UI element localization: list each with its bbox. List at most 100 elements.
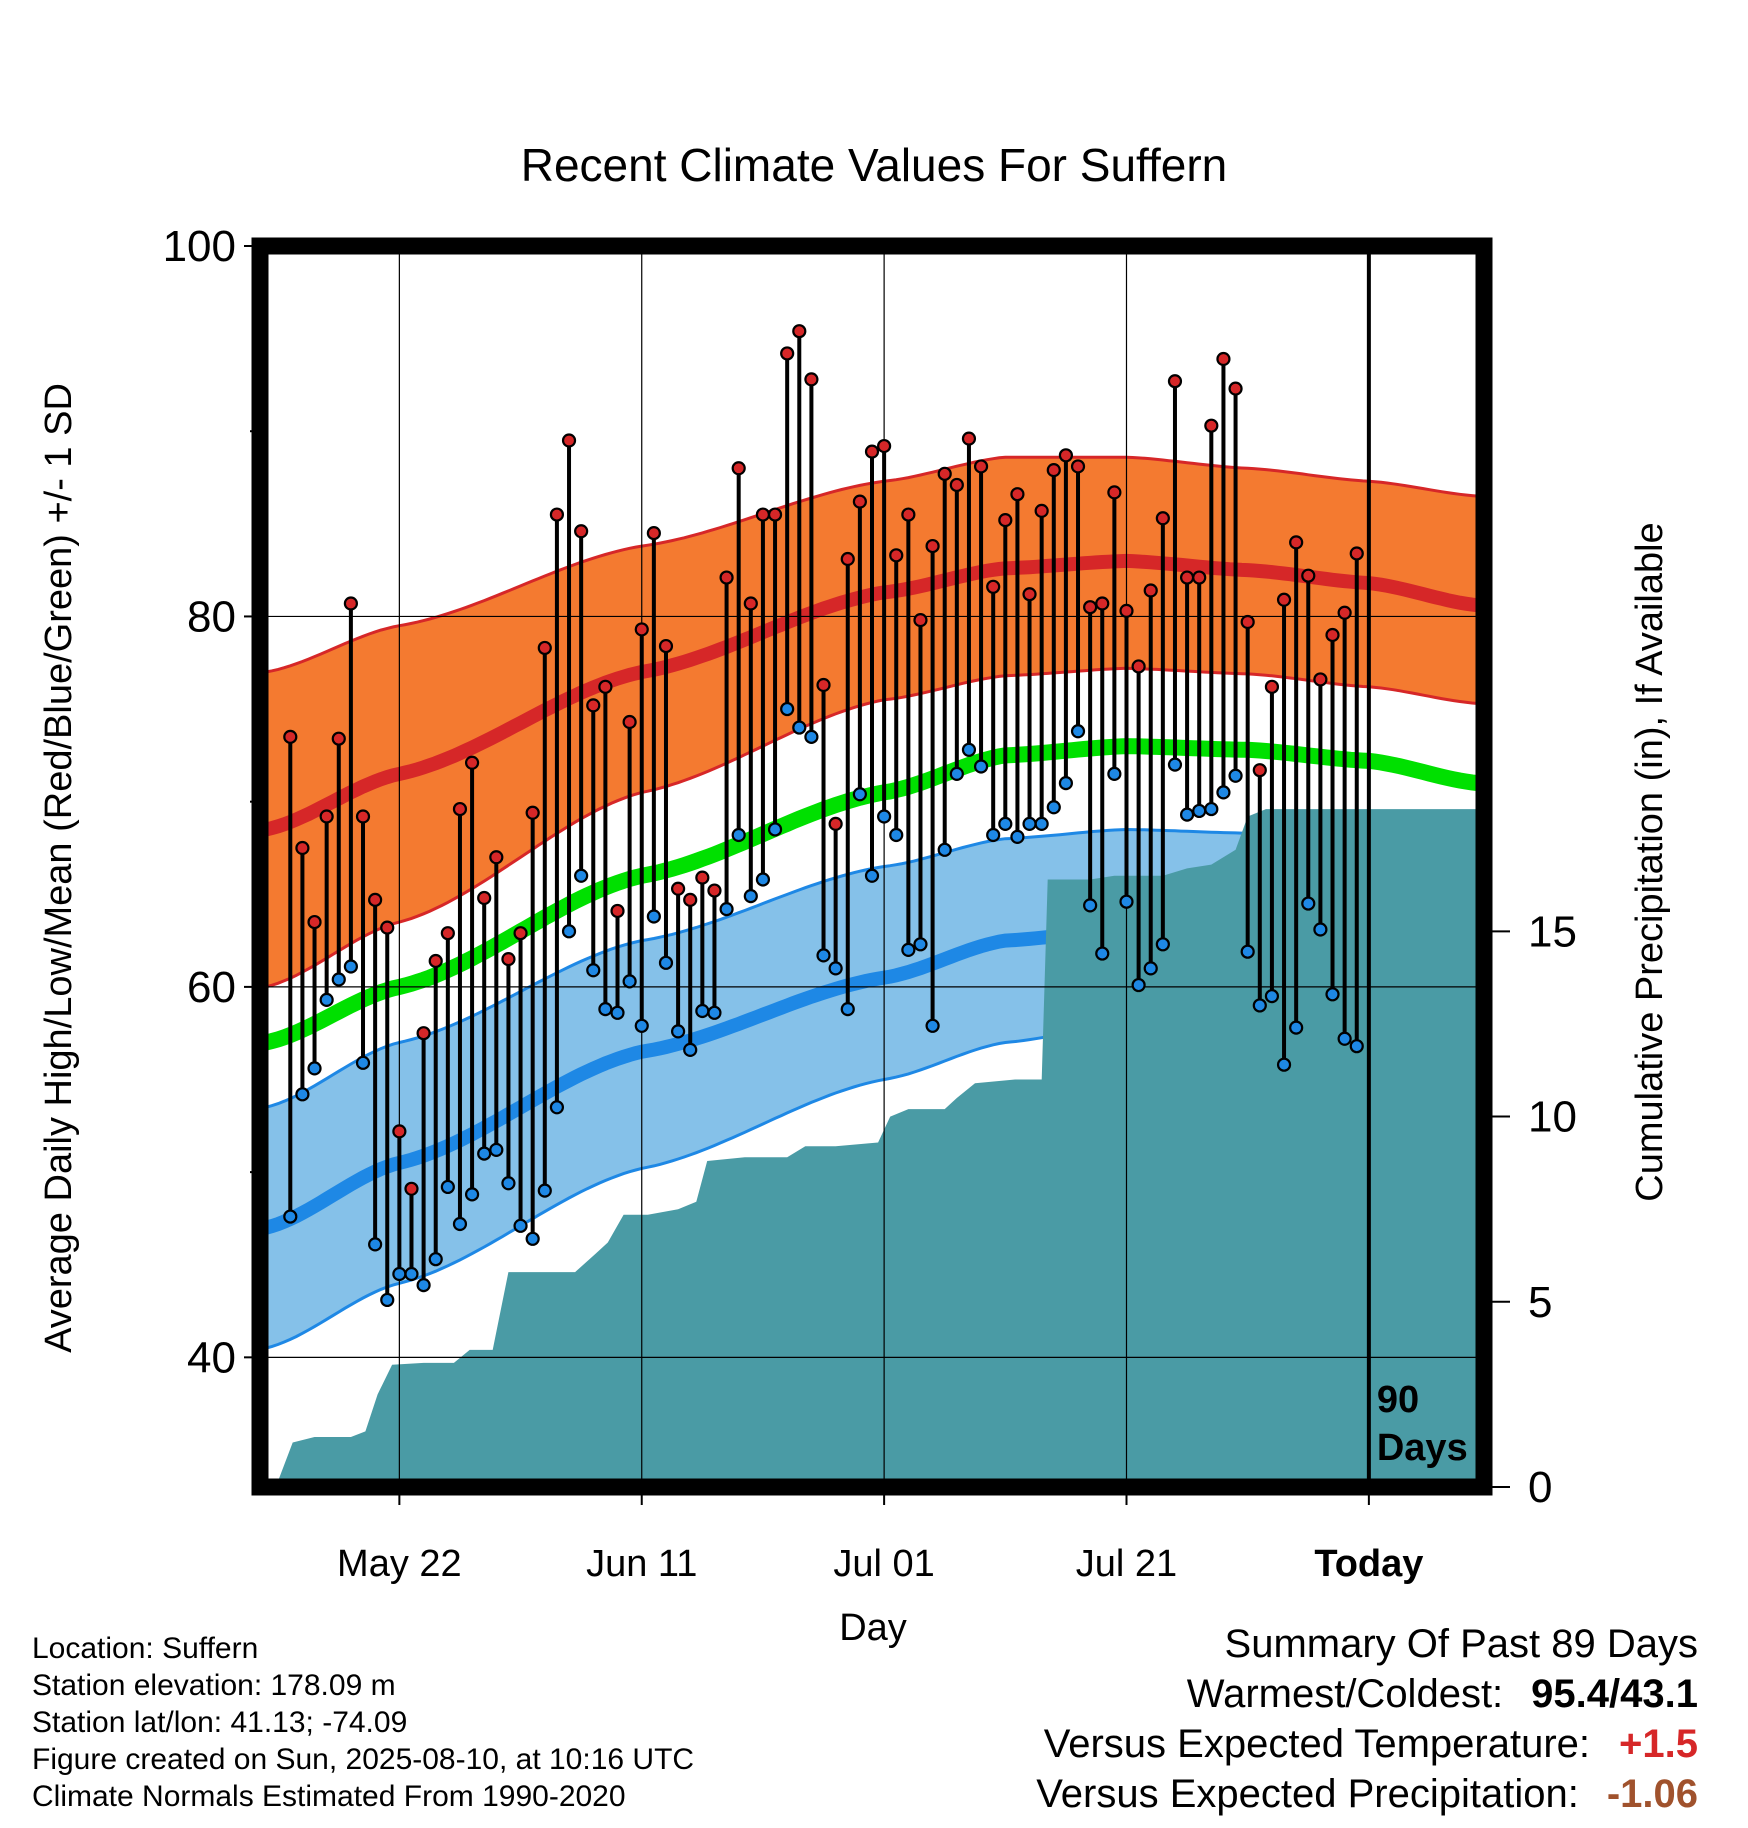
low-point — [574, 868, 589, 883]
low-point — [452, 1216, 468, 1232]
high-point — [707, 883, 722, 898]
high-point — [1289, 535, 1304, 550]
high-point — [428, 953, 443, 969]
high-point — [380, 920, 395, 935]
low-point — [1240, 944, 1255, 959]
y-tick-label: 60 — [187, 963, 236, 1012]
precipitation-fill — [260, 809, 1484, 1487]
high-point — [404, 1181, 419, 1196]
precip-value: -1.06 — [1606, 1772, 1698, 1816]
plot-frame — [251, 237, 1493, 1496]
high-point — [501, 952, 516, 967]
low-point — [380, 1292, 395, 1308]
low-point — [1179, 807, 1195, 822]
high-point — [731, 461, 746, 476]
low-point — [404, 1266, 419, 1282]
station-info: Location: Suffern Station elevation: 178… — [32, 1630, 694, 1815]
high-point — [683, 892, 698, 907]
low-point — [295, 1087, 310, 1102]
warm-cold-value: 95.4/43.1 — [1531, 1672, 1698, 1716]
low-point — [707, 1005, 722, 1020]
plot-border — [251, 237, 1493, 1496]
low-point — [501, 1176, 516, 1191]
low-point — [1349, 1039, 1364, 1054]
low-point — [634, 1018, 649, 1033]
high-point — [937, 466, 952, 481]
low-point — [816, 948, 831, 963]
high-point — [1107, 485, 1122, 500]
high-point — [816, 677, 831, 693]
low-point — [1252, 998, 1267, 1013]
low-point — [670, 1024, 686, 1039]
low-point — [1167, 757, 1183, 772]
high-point — [574, 524, 589, 539]
low-point — [1337, 1031, 1352, 1046]
low-point — [549, 1100, 565, 1115]
x-tick-label: Jul 01 — [833, 1543, 934, 1585]
low-point — [610, 1005, 625, 1020]
high-point — [1325, 627, 1340, 643]
high-point — [1046, 463, 1061, 478]
precipitation-area — [260, 809, 1484, 1487]
daily-temperature-series — [283, 324, 1364, 1308]
high-point — [913, 613, 928, 628]
high-point — [1179, 570, 1195, 585]
high-point — [440, 926, 455, 941]
high-point — [525, 805, 540, 820]
x-tick-label: Jul 21 — [1076, 1543, 1177, 1585]
high-point — [646, 525, 661, 541]
low-point — [1107, 766, 1122, 781]
low-point — [949, 766, 964, 781]
summary-warm-cold: Warmest/Coldest: 95.4/43.1 — [1036, 1672, 1698, 1722]
low-point — [901, 942, 916, 957]
high-point — [610, 903, 625, 919]
summary-panel: Summary Of Past 89 Days Warmest/Coldest:… — [1036, 1622, 1698, 1822]
high-point — [1276, 592, 1292, 607]
low-point — [731, 827, 746, 843]
low-point — [792, 720, 807, 735]
low-point — [319, 992, 334, 1007]
low-point — [695, 1003, 710, 1019]
y-tick-label: 100 — [163, 222, 236, 271]
high-point — [755, 507, 771, 522]
high-point — [307, 914, 322, 930]
y2-tick-label: 5 — [1528, 1278, 1552, 1327]
latlon-text: Station lat/lon: 41.13; -74.09 — [32, 1706, 408, 1739]
high-point — [973, 459, 989, 474]
high-point — [355, 809, 371, 824]
high-point — [1313, 672, 1328, 687]
low-point — [1264, 989, 1280, 1004]
y-axis-label: Average Daily High/Low/Mean (Red/Blue/Gr… — [38, 383, 80, 1353]
high-point — [1010, 487, 1025, 502]
high-point — [586, 698, 601, 713]
low-point — [973, 759, 989, 774]
y-tick-label: 40 — [187, 1333, 236, 1382]
temp-label: Versus Expected Temperature: — [1043, 1722, 1590, 1766]
high-point — [392, 1124, 407, 1139]
high-point — [1131, 659, 1146, 674]
high-point — [719, 570, 734, 585]
high-point — [864, 444, 880, 459]
low-point — [416, 1278, 431, 1293]
precip-label: Versus Expected Precipitation: — [1036, 1772, 1579, 1816]
low-point — [998, 816, 1013, 831]
normals-text: Climate Normals Estimated From 1990-2020 — [32, 1780, 626, 1813]
high-point — [1022, 587, 1037, 602]
high-point — [1216, 351, 1231, 367]
y-tick-label: 80 — [187, 592, 236, 641]
summary-temp: Versus Expected Temperature: +1.5 — [1036, 1722, 1698, 1772]
high-point — [780, 346, 795, 361]
chart-title: Recent Climate Values For Suffern — [521, 139, 1228, 191]
high-point — [452, 801, 468, 817]
high-point — [561, 433, 577, 448]
low-point — [586, 963, 601, 978]
high-point — [1228, 381, 1243, 396]
low-point — [877, 809, 892, 824]
low-point — [343, 959, 358, 974]
low-point — [1276, 1057, 1292, 1072]
low-point — [331, 972, 346, 987]
high-point — [767, 507, 783, 522]
low-point — [828, 961, 843, 976]
high-point — [477, 890, 492, 906]
high-point — [852, 494, 867, 509]
